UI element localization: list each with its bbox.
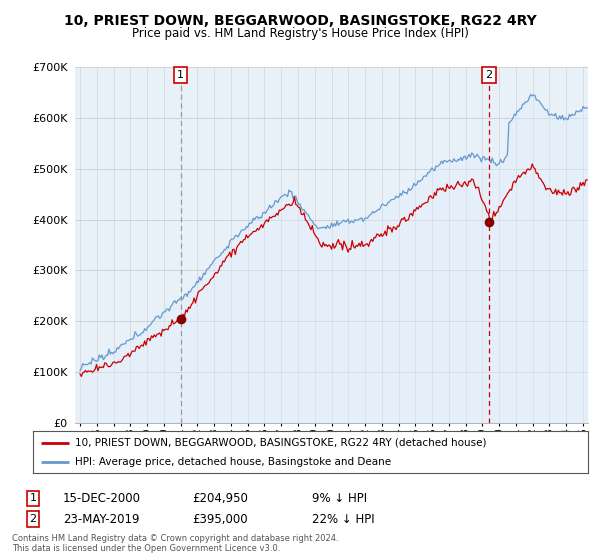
Text: 15-DEC-2000: 15-DEC-2000	[63, 492, 141, 505]
Text: £204,950: £204,950	[192, 492, 248, 505]
Text: HPI: Average price, detached house, Basingstoke and Deane: HPI: Average price, detached house, Basi…	[74, 457, 391, 467]
Text: 9% ↓ HPI: 9% ↓ HPI	[312, 492, 367, 505]
Text: 22% ↓ HPI: 22% ↓ HPI	[312, 512, 374, 526]
Text: 1: 1	[29, 493, 37, 503]
Text: 2: 2	[29, 514, 37, 524]
Text: 10, PRIEST DOWN, BEGGARWOOD, BASINGSTOKE, RG22 4RY (detached house): 10, PRIEST DOWN, BEGGARWOOD, BASINGSTOKE…	[74, 437, 486, 447]
Text: Price paid vs. HM Land Registry's House Price Index (HPI): Price paid vs. HM Land Registry's House …	[131, 27, 469, 40]
Text: 2: 2	[485, 70, 493, 80]
Text: 10, PRIEST DOWN, BEGGARWOOD, BASINGSTOKE, RG22 4RY: 10, PRIEST DOWN, BEGGARWOOD, BASINGSTOKE…	[64, 14, 536, 28]
Text: Contains HM Land Registry data © Crown copyright and database right 2024.
This d: Contains HM Land Registry data © Crown c…	[12, 534, 338, 553]
Text: 23-MAY-2019: 23-MAY-2019	[63, 512, 139, 526]
Text: 1: 1	[177, 70, 184, 80]
Text: £395,000: £395,000	[192, 512, 248, 526]
